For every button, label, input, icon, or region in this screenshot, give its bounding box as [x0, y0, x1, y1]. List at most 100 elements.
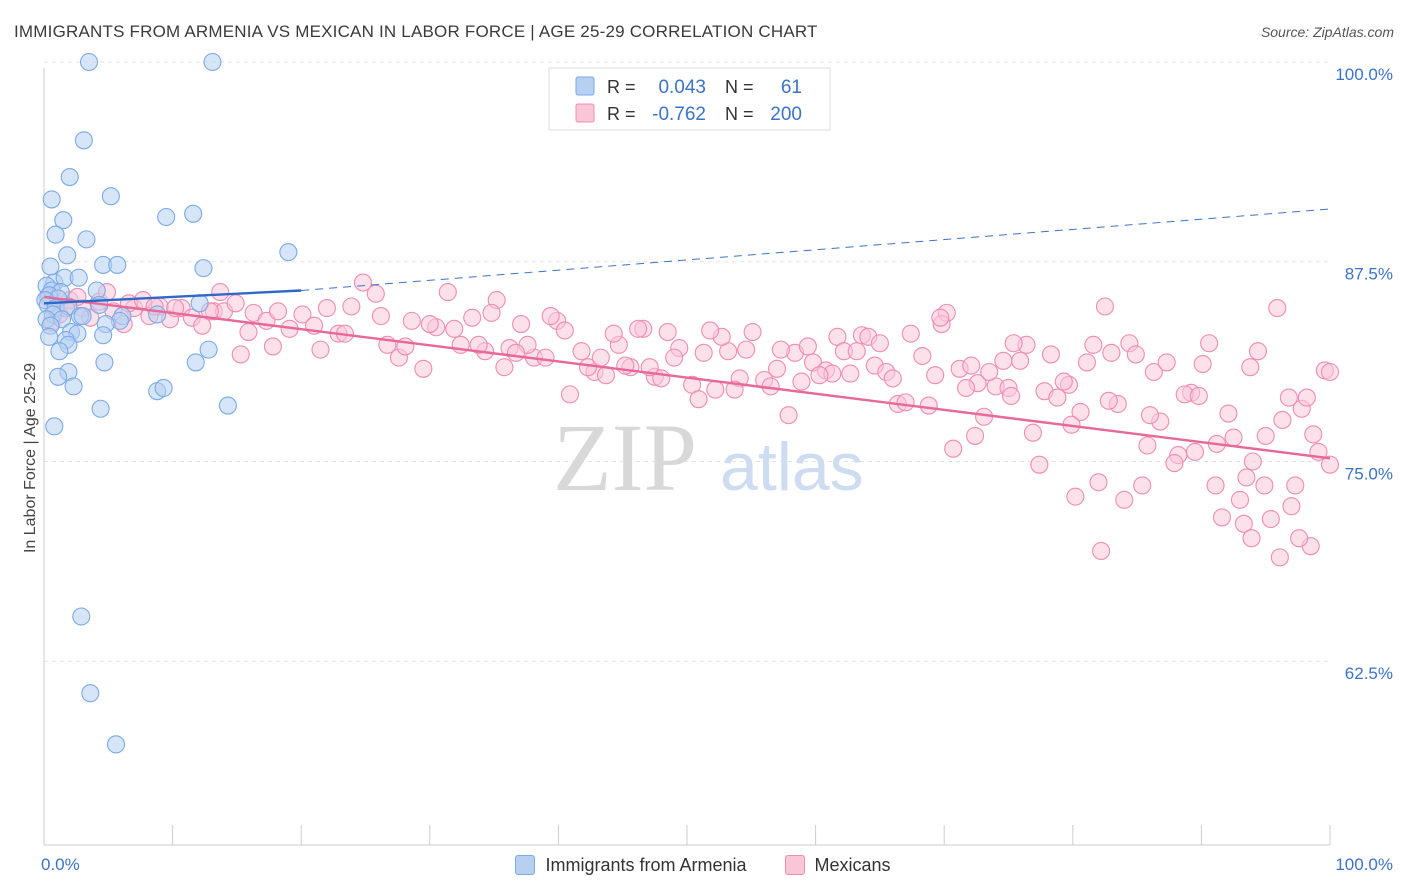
- mexicans-point: [883, 369, 902, 388]
- mexicans-point: [244, 303, 263, 322]
- mexicans-point: [1242, 529, 1261, 548]
- mexicans-point: [957, 378, 976, 398]
- mexicans-point: [512, 315, 531, 334]
- y-tick-label: 75.0%: [1345, 464, 1393, 483]
- armenia-point: [101, 187, 120, 206]
- mexicans-point: [771, 340, 790, 359]
- mexicans-point: [1004, 334, 1023, 353]
- mexicans-point: [1193, 354, 1212, 374]
- mexicans-point: [913, 346, 932, 366]
- mexicans-point: [572, 342, 591, 361]
- mexicans-point: [1234, 514, 1253, 533]
- y-axis-label: In Labor Force | Age 25-29: [22, 363, 39, 553]
- mexicans-point: [463, 308, 482, 327]
- mexicans-point: [870, 334, 889, 353]
- legend-swatch-armenia: [575, 76, 595, 96]
- legend-n-label-2: N =: [725, 104, 754, 124]
- mexicans-point: [1138, 436, 1157, 455]
- mexicans-point: [239, 323, 258, 342]
- y-tick-label: 100.0%: [1335, 65, 1393, 84]
- mexicans-point: [926, 366, 945, 385]
- armenia-point: [279, 243, 298, 262]
- armenia-point: [72, 607, 91, 626]
- mexicans-point: [1230, 490, 1250, 509]
- data-points: [36, 52, 1340, 754]
- mexicans-point: [1219, 404, 1238, 423]
- mexicans-point: [665, 348, 684, 367]
- mexicans-point: [901, 324, 920, 343]
- mexicans-point: [701, 321, 720, 340]
- armenia-point: [45, 417, 64, 436]
- mexicans-point: [1286, 476, 1305, 495]
- mexicans-point: [495, 358, 514, 377]
- mexicans-point: [1273, 410, 1292, 429]
- mexicans-point: [1270, 548, 1289, 567]
- armenia-point: [42, 190, 61, 209]
- mexicans-point: [591, 348, 610, 367]
- armenia-point: [95, 353, 114, 372]
- legend-stats: R = 0.043 N = 61 R = -0.762 N = 200: [548, 67, 831, 131]
- mexicans-point: [1048, 388, 1067, 407]
- armenia-point: [54, 211, 73, 230]
- mexicans-point: [931, 308, 950, 327]
- mexicans-point: [1030, 455, 1049, 474]
- legend-r-value-2: -0.762: [652, 104, 706, 125]
- mexicans-point: [555, 321, 574, 340]
- legend-swatch-mexicans-bottom: [784, 855, 805, 875]
- mexicans-point: [1224, 428, 1243, 447]
- armenia-point: [77, 230, 96, 249]
- mexicans-point: [1126, 345, 1145, 364]
- mexicans-point: [629, 319, 648, 338]
- mexicans-point: [482, 303, 501, 322]
- legend-label-mexicans: Mexicans: [814, 854, 891, 875]
- legend-stats-box: [548, 67, 831, 131]
- x-tick-label-max: 100.0%: [1335, 855, 1393, 874]
- armenia-point: [199, 340, 218, 359]
- mexicans-point: [1023, 423, 1042, 442]
- mexicans-point: [658, 323, 677, 342]
- mexicans-point: [1243, 452, 1262, 471]
- armenia-point: [218, 396, 237, 415]
- legend-swatch-armenia-bottom: [515, 855, 536, 875]
- mexicans-point: [1041, 345, 1060, 364]
- mexicans-point: [847, 342, 866, 361]
- mexicans-point: [1297, 388, 1316, 407]
- source-credit: Source: ZipAtlas.com: [1260, 24, 1394, 40]
- mexicans-point: [1206, 476, 1225, 495]
- mexicans-point: [980, 362, 999, 382]
- mexicans-point: [792, 372, 811, 391]
- mexicans-point: [1212, 508, 1232, 527]
- mexicans-point: [1157, 353, 1176, 372]
- legend-item-mexicans[interactable]: Mexicans: [784, 854, 891, 876]
- mexicans-point: [1282, 497, 1301, 516]
- mexicans-point: [1002, 386, 1021, 406]
- mexicans-point: [1102, 343, 1121, 362]
- mexicans-point: [1011, 351, 1030, 370]
- legend-r-label-1: R =: [607, 77, 636, 97]
- mexicans-point: [414, 359, 433, 378]
- armenia-point: [157, 207, 176, 227]
- armenia-point: [108, 255, 127, 274]
- mexicans-point: [725, 380, 744, 399]
- mexicans-point: [1255, 476, 1274, 495]
- mexicans-point: [1095, 297, 1114, 316]
- mexicans-point: [1279, 388, 1298, 407]
- legend-item-armenia[interactable]: Immigrants from Armenia: [515, 854, 747, 876]
- mexicans-point: [269, 302, 288, 321]
- mexicans-point: [541, 307, 560, 326]
- armenia-point: [81, 684, 100, 703]
- mexicans-point: [896, 393, 915, 412]
- armenia-point: [94, 326, 113, 345]
- armenia-point: [74, 131, 93, 150]
- mexicans-point: [1290, 529, 1309, 548]
- legend-label-armenia: Immigrants from Armenia: [545, 854, 747, 875]
- mexicans-point: [1189, 386, 1208, 406]
- mexicans-point: [1320, 362, 1340, 382]
- armenia-point: [58, 246, 77, 265]
- mexicans-point: [1241, 358, 1260, 377]
- x-tick-label-min: 0.0%: [41, 855, 80, 874]
- armenia-point: [79, 52, 99, 72]
- mexicans-point: [353, 273, 372, 292]
- mexicans-point: [694, 343, 713, 362]
